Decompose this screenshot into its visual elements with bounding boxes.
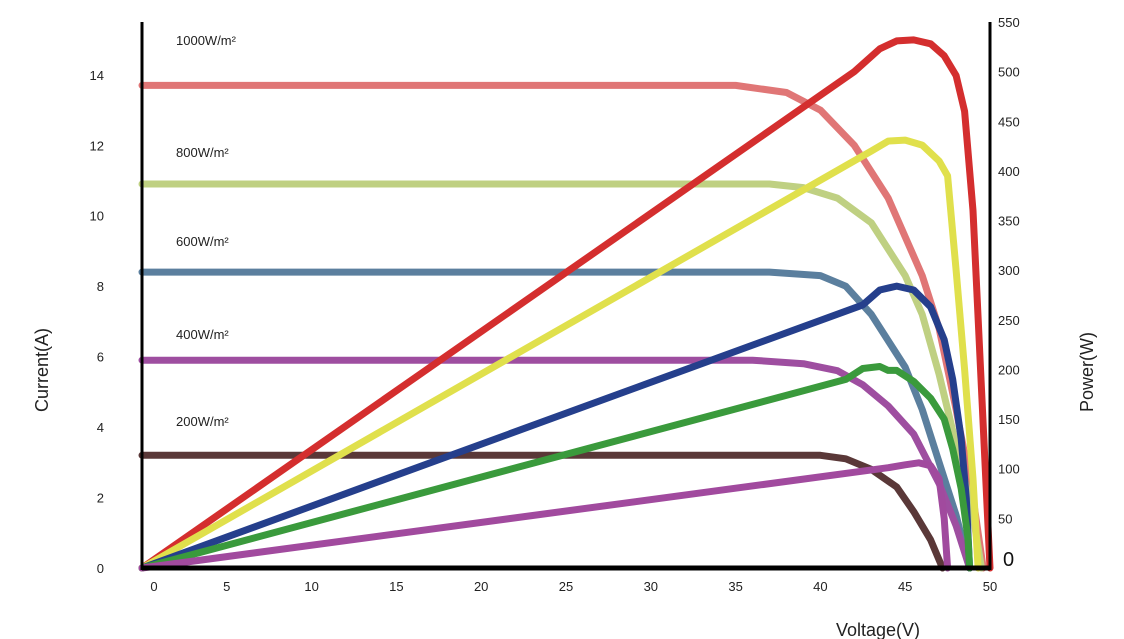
left-tick-label: 10 xyxy=(90,209,104,224)
annotation-200: 200W/m² xyxy=(176,414,229,429)
left-tick-label: 14 xyxy=(90,68,104,83)
power-curve-800 xyxy=(138,136,982,572)
x-tick-label: 40 xyxy=(813,579,827,594)
x-tick-label: 45 xyxy=(898,579,912,594)
right-tick-label: 400 xyxy=(998,164,1020,179)
x-tick-label: 25 xyxy=(559,579,573,594)
right-tick-label: 500 xyxy=(998,65,1020,80)
x-tick-label: 10 xyxy=(304,579,318,594)
left-tick-label: 2 xyxy=(97,491,104,506)
curves-layer xyxy=(138,36,994,572)
right-tick-label: 300 xyxy=(998,263,1020,278)
current-curve-600 xyxy=(138,268,974,572)
right-tick-label: 350 xyxy=(998,214,1020,229)
right-tick-label: 0 xyxy=(1003,549,1014,571)
annotation-800: 800W/m² xyxy=(176,145,229,160)
x-tick-label: 50 xyxy=(983,579,997,594)
left-tick-label: 0 xyxy=(97,561,104,576)
right-tick-label: 50 xyxy=(998,511,1012,526)
x-tick-label: 35 xyxy=(728,579,742,594)
x-tick-label: 30 xyxy=(644,579,658,594)
x-tick-label: 20 xyxy=(474,579,488,594)
right-tick-label: 200 xyxy=(998,363,1020,378)
left-tick-label: 8 xyxy=(97,279,104,294)
right-tick-label: 100 xyxy=(998,462,1020,477)
power-curve-200 xyxy=(138,459,952,572)
annotation-1000: 1000W/m² xyxy=(176,33,237,48)
right-tick-label: 550 xyxy=(998,15,1020,30)
right-tick-label: 150 xyxy=(998,412,1020,427)
power-curve-1000 xyxy=(138,36,994,572)
power-curve-600 xyxy=(138,282,974,572)
left-tick-labels: 0 2 4 6 8 10 12 14 xyxy=(90,68,104,576)
x-tick-label: 5 xyxy=(223,579,230,594)
right-tick-label: 250 xyxy=(998,313,1020,328)
x-axis-title: Voltage(V) xyxy=(836,620,920,639)
right-tick-labels: 0 50 100 150 200 250 300 350 400 450 500 550 xyxy=(998,15,1020,571)
left-tick-label: 6 xyxy=(97,350,104,365)
x-tick-labels: 0 5 10 15 20 25 30 35 40 45 50 xyxy=(150,579,997,594)
current-curve-400 xyxy=(138,356,974,572)
left-tick-label: 4 xyxy=(97,420,104,435)
annotation-600: 600W/m² xyxy=(176,234,229,249)
left-tick-label: 12 xyxy=(90,138,104,153)
left-axis-title: Current(A) xyxy=(32,328,52,412)
x-tick-label: 0 xyxy=(150,579,157,594)
annotation-400: 400W/m² xyxy=(176,327,229,342)
right-axis-title: Power(W) xyxy=(1077,332,1097,412)
x-tick-label: 15 xyxy=(389,579,403,594)
right-tick-label: 450 xyxy=(998,114,1020,129)
power-curve-400 xyxy=(138,363,974,572)
